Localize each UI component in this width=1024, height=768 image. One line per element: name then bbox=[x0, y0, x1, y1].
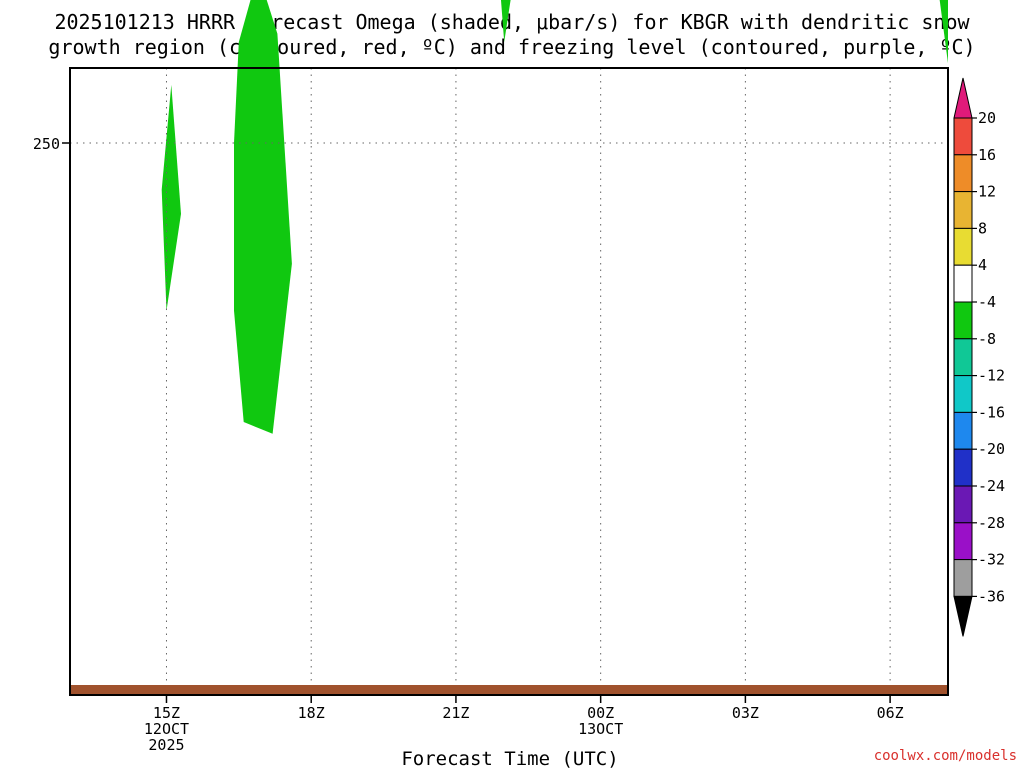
y-axis: 2503003504004505005506006507007508008509… bbox=[33, 135, 70, 153]
colorbar-swatch bbox=[953, 485, 973, 524]
grid bbox=[70, 68, 948, 695]
title: 2025101213 HRRR Forecast Omega (shaded, … bbox=[48, 10, 975, 59]
plot-area: -12-120 bbox=[69, 0, 949, 696]
colorbar-label: -8 bbox=[978, 330, 996, 348]
x-tick-label: 21Z bbox=[442, 704, 469, 722]
title-line-1: 2025101213 HRRR Forecast Omega (shaded, … bbox=[54, 10, 970, 34]
x-axis-label: Forecast Time (UTC) bbox=[401, 748, 618, 768]
colorbar-swatch bbox=[953, 264, 973, 303]
colorbar-swatch bbox=[953, 191, 973, 229]
omega-region-1 bbox=[161, 84, 181, 311]
x-tick-label: 06Z bbox=[877, 704, 904, 722]
title-line-2: growth region (contoured, red, ºC) and f… bbox=[48, 35, 975, 59]
colorbar-label: -12 bbox=[978, 367, 1005, 385]
colorbar-label: -24 bbox=[978, 477, 1005, 495]
omega-shading bbox=[161, 0, 948, 434]
colorbar-swatch bbox=[953, 117, 973, 156]
x-tick-label: 13OCT bbox=[578, 720, 623, 738]
colorbar-over-arrow bbox=[953, 77, 973, 119]
plot-frame bbox=[69, 67, 949, 696]
colorbar-swatch bbox=[953, 301, 973, 340]
omega-region-4 bbox=[500, 0, 511, 43]
colorbar-swatch bbox=[953, 375, 973, 413]
x-tick-label: 15Z bbox=[153, 704, 180, 722]
colorbar-label: -36 bbox=[978, 587, 1005, 605]
x-tick-label: 12OCT bbox=[144, 720, 189, 738]
x-tick-label: 18Z bbox=[298, 704, 325, 722]
ground-layer bbox=[70, 685, 948, 695]
colorbar-label: 8 bbox=[978, 219, 987, 237]
plot-background bbox=[70, 68, 948, 695]
colorbar-swatch bbox=[953, 338, 973, 377]
omega-region-2 bbox=[234, 0, 292, 434]
x-tick-label: 00Z bbox=[587, 704, 614, 722]
colorbar-label: -28 bbox=[978, 514, 1005, 532]
colorbar-label: 12 bbox=[978, 183, 996, 201]
colorbar-swatch bbox=[953, 559, 973, 597]
credit-text: coolwx.com/models bbox=[874, 748, 1017, 764]
colorbar: 20 16 12 8 4 -4 -8 -12 -16 -20 -24 -28 -32 -36 bbox=[953, 77, 1005, 637]
colorbar-under-arrow bbox=[953, 595, 973, 637]
colorbar-label: -32 bbox=[978, 551, 1005, 569]
colorbar-swatch bbox=[953, 522, 973, 561]
colorbar-label: 16 bbox=[978, 146, 996, 164]
omega-region-6 bbox=[939, 0, 948, 64]
x-tick-label: 2025 bbox=[148, 736, 184, 754]
y-tick-label: 250 bbox=[33, 135, 60, 153]
colorbar-swatch bbox=[953, 227, 973, 266]
x-tick-label: 03Z bbox=[732, 704, 759, 722]
colorbar-label: 20 bbox=[978, 109, 996, 127]
colorbar-label: -20 bbox=[978, 440, 1005, 458]
colorbar-label: -4 bbox=[978, 293, 996, 311]
colorbar-swatch bbox=[953, 411, 973, 450]
colorbar-swatch bbox=[953, 154, 973, 193]
colorbar-label: -16 bbox=[978, 403, 1005, 421]
colorbar-label: 4 bbox=[978, 256, 987, 274]
colorbar-swatch bbox=[953, 448, 973, 487]
